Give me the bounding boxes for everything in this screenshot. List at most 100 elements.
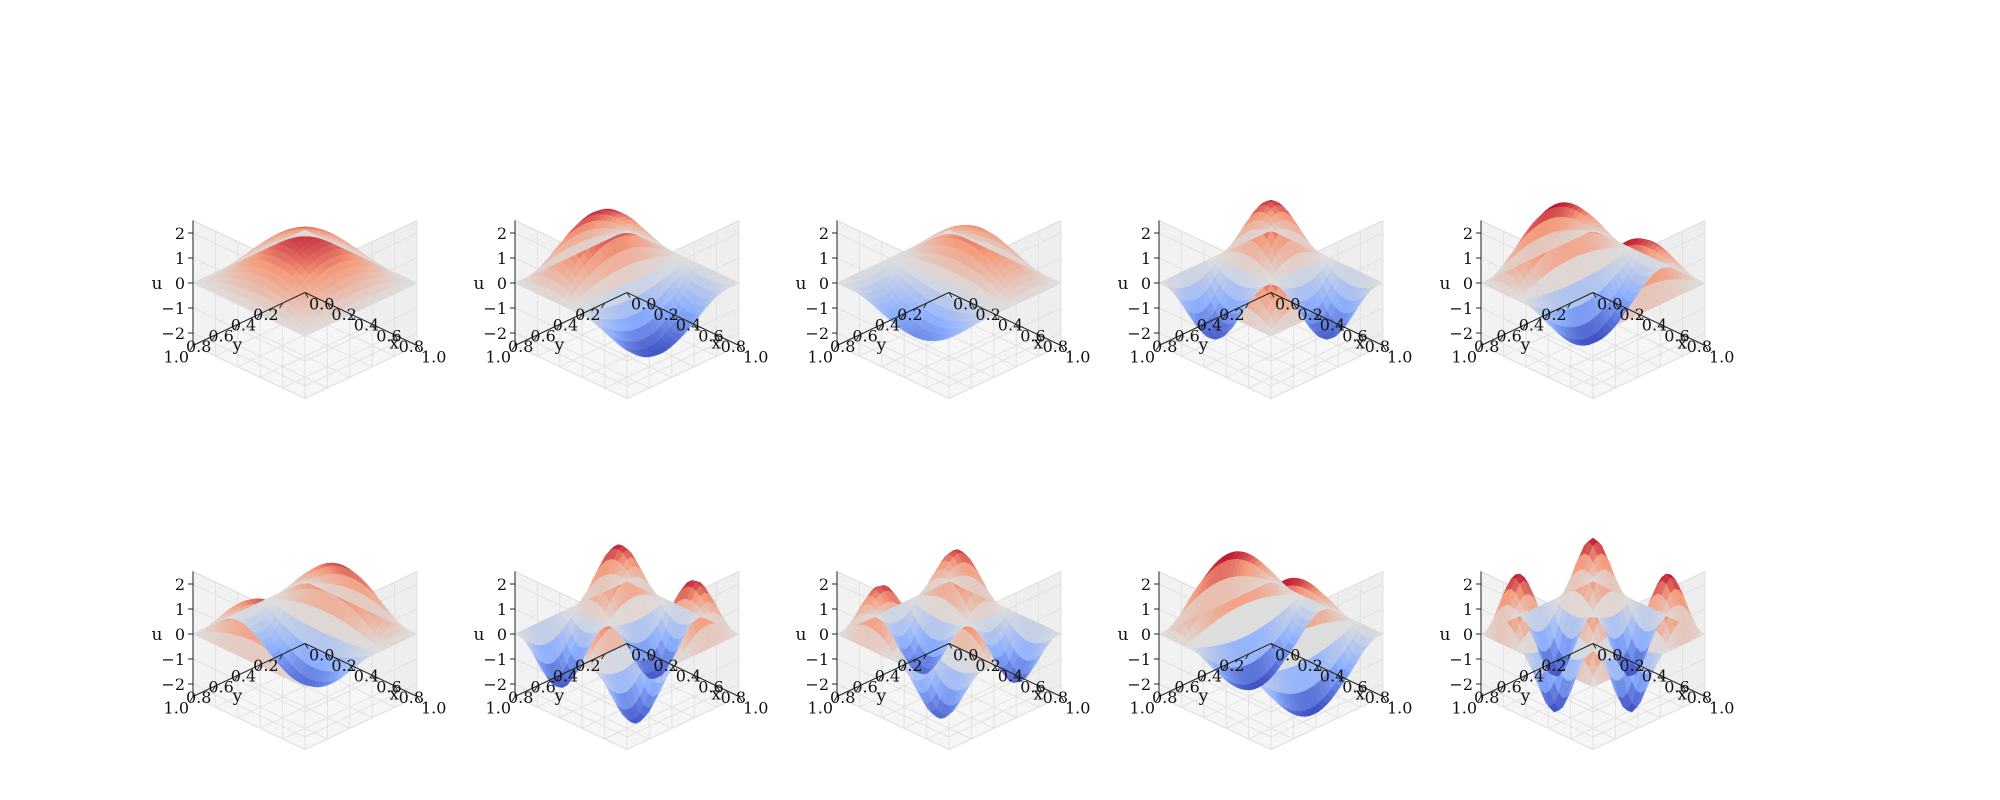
z-axis-label: u [796, 625, 807, 645]
y-tick-mark [1567, 653, 1572, 660]
x-axis-label: x [711, 684, 721, 704]
y-tick-mark [900, 313, 905, 319]
x-tick-label: 0.4 [1642, 667, 1667, 686]
z-axis-label: u [1118, 625, 1129, 645]
y-tick-mark [1499, 334, 1504, 341]
y-tick-mark [1544, 313, 1549, 319]
y-tick-mark [234, 675, 239, 681]
y-tick-label: 0.4 [553, 667, 578, 686]
x-ticks: 0.00.20.40.60.81.0 [1592, 292, 1734, 367]
x-ticks: 0.00.20.40.60.81.0 [948, 292, 1090, 367]
x-tick-mark [1592, 292, 1597, 298]
x-tick-mark [948, 643, 953, 649]
y-tick-mark [1200, 324, 1205, 330]
z-axis-label: u [474, 274, 485, 294]
y-ticks: 0.20.40.60.81.0 [808, 653, 928, 718]
y-tick-mark [878, 324, 883, 330]
y-tick-label: 1.0 [1452, 699, 1477, 718]
y-tick-mark [900, 664, 905, 670]
y-tick-label: 0.6 [530, 677, 555, 696]
z-ticks: −2 −1 0 1 2 [1127, 575, 1159, 694]
y-axis-line [514, 292, 628, 346]
x-tick-mark [1337, 675, 1342, 681]
x-tick-mark [1060, 345, 1065, 351]
x-tick-mark [970, 302, 975, 309]
y-tick-mark [1522, 324, 1527, 330]
x-tick-label: 0.6 [1020, 677, 1045, 696]
x-tick-mark [416, 345, 421, 351]
z-axis-label: u [152, 625, 163, 645]
z-tick-label: 1 [1463, 249, 1473, 268]
z-axis-label: u [152, 274, 163, 294]
y-tick-label: 0.2 [575, 656, 600, 675]
y-tick-label: 0.4 [553, 316, 578, 335]
x-tick-label: 0.6 [1342, 677, 1367, 696]
surface-mesh [192, 562, 418, 688]
x-ticks: 0.00.20.40.60.81.0 [304, 292, 446, 367]
y-tick-mark [1177, 334, 1182, 341]
y-tick-mark [189, 345, 194, 351]
z-tick-label: 0 [1463, 625, 1473, 644]
y-tick-label: 0.2 [253, 305, 278, 324]
x-axis-label: x [1355, 333, 1365, 353]
x-tick-label: 0.6 [1342, 326, 1367, 345]
x-axis-label: x [1677, 333, 1687, 353]
x-tick-label: 0.2 [975, 305, 1000, 324]
x-tick-mark [349, 664, 354, 670]
x-tick-mark [648, 302, 653, 309]
x-tick-label: 0.8 [1365, 688, 1390, 707]
x-tick-label: 0.2 [331, 656, 356, 675]
z-tick-label: −1 [1127, 650, 1151, 669]
x-tick-label: 0.4 [676, 667, 701, 686]
y-axis-label: y [232, 686, 243, 706]
z-tick-label: 0 [175, 274, 185, 293]
y-tick-mark [578, 313, 583, 319]
y-axis-line [514, 643, 628, 697]
y-tick-label: 0.8 [508, 337, 533, 356]
x-tick-label: 0.0 [953, 646, 978, 665]
x-tick-mark [326, 302, 331, 309]
x-tick-label: 0.2 [1619, 656, 1644, 675]
subplot-10: 0.00.20.40.60.81.0x0.20.40.60.81.0y−2−10… [1440, 537, 1734, 751]
y-tick-label: 0.4 [231, 667, 256, 686]
y-ticks: 0.20.40.60.81.0 [1452, 302, 1572, 367]
y-tick-mark [833, 345, 838, 351]
x-tick-label: 1.0 [421, 348, 446, 367]
x-axis-line [304, 643, 418, 697]
x-tick-mark [970, 653, 975, 660]
y-axis-line [1158, 643, 1272, 697]
y-tick-mark [923, 653, 928, 660]
z-tick-label: −1 [1449, 650, 1473, 669]
y-ticks: 0.20.40.60.81.0 [1452, 653, 1572, 718]
y-tick-label: 0.4 [1519, 316, 1544, 335]
x-tick-mark [349, 313, 354, 319]
y-axis-label: y [554, 335, 565, 355]
x-tick-label: 0.0 [309, 646, 334, 665]
x-tick-mark [693, 324, 698, 330]
z-tick-label: 2 [497, 575, 507, 594]
x-tick-label: 0.0 [631, 646, 656, 665]
z-tick-label: 0 [175, 625, 185, 644]
x-axis-line [948, 292, 1062, 346]
x-tick-mark [1659, 324, 1664, 330]
x-tick-label: 1.0 [743, 348, 768, 367]
y-tick-label: 0.2 [897, 305, 922, 324]
z-axis-label: u [796, 274, 807, 294]
x-tick-label: 0.2 [1619, 305, 1644, 324]
z-tick-label: 2 [1141, 224, 1151, 243]
x-tick-mark [1637, 313, 1642, 319]
x-tick-mark [648, 653, 653, 660]
y-tick-label: 0.8 [508, 688, 533, 707]
y-tick-label: 0.2 [253, 656, 278, 675]
x-tick-label: 0.4 [1320, 667, 1345, 686]
x-tick-label: 0.4 [1642, 316, 1667, 335]
x-tick-label: 1.0 [1387, 699, 1412, 718]
y-tick-label: 0.2 [1541, 305, 1566, 324]
y-axis-label: y [1198, 686, 1209, 706]
y-tick-mark [211, 334, 216, 341]
x-tick-mark [1614, 302, 1619, 309]
x-tick-label: 0.4 [998, 316, 1023, 335]
x-axis-label: x [389, 684, 399, 704]
x-tick-mark [738, 696, 743, 702]
z-tick-label: −1 [805, 299, 829, 318]
